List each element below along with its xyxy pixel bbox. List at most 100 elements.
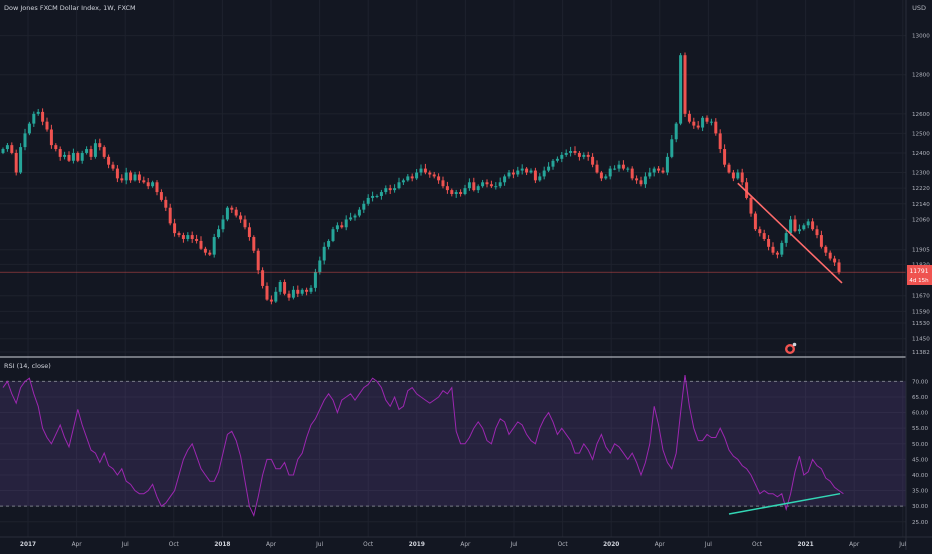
candle[interactable] bbox=[115, 165, 119, 183]
candle[interactable] bbox=[388, 184, 392, 195]
candle[interactable] bbox=[437, 173, 441, 184]
candle[interactable] bbox=[692, 117, 696, 129]
candle[interactable] bbox=[709, 118, 713, 126]
candle[interactable] bbox=[498, 177, 502, 189]
candle[interactable] bbox=[679, 53, 683, 126]
candle[interactable] bbox=[428, 170, 432, 178]
candle[interactable] bbox=[217, 225, 221, 239]
candle[interactable] bbox=[485, 179, 489, 188]
candle[interactable] bbox=[525, 167, 529, 176]
candle[interactable] bbox=[10, 142, 14, 155]
candle[interactable] bbox=[58, 146, 62, 161]
candle[interactable] bbox=[274, 287, 278, 303]
candle[interactable] bbox=[265, 282, 269, 301]
candle[interactable] bbox=[582, 152, 586, 160]
candle[interactable] bbox=[696, 121, 700, 130]
candle[interactable] bbox=[569, 146, 573, 157]
candle[interactable] bbox=[357, 207, 361, 218]
candle[interactable] bbox=[89, 145, 93, 160]
candle[interactable] bbox=[762, 229, 766, 241]
candle[interactable] bbox=[291, 286, 295, 300]
candle[interactable] bbox=[837, 259, 841, 275]
candle[interactable] bbox=[1, 147, 5, 155]
candle[interactable] bbox=[511, 169, 515, 179]
candle[interactable] bbox=[415, 168, 419, 180]
candle[interactable] bbox=[775, 250, 779, 259]
candle[interactable] bbox=[397, 177, 401, 190]
candle[interactable] bbox=[278, 280, 282, 295]
candle[interactable] bbox=[423, 163, 427, 175]
candle[interactable] bbox=[533, 167, 537, 184]
candle[interactable] bbox=[547, 162, 551, 173]
candle[interactable] bbox=[718, 129, 722, 153]
candle[interactable] bbox=[401, 178, 405, 186]
candle[interactable] bbox=[85, 146, 89, 155]
candle[interactable] bbox=[767, 235, 771, 251]
candle[interactable] bbox=[296, 285, 300, 298]
candle[interactable] bbox=[23, 128, 27, 151]
candle[interactable] bbox=[256, 248, 260, 275]
candle[interactable] bbox=[225, 206, 229, 222]
candle[interactable] bbox=[599, 170, 603, 182]
candle[interactable] bbox=[608, 165, 612, 180]
alert-clock-icon[interactable] bbox=[785, 342, 797, 354]
candle[interactable] bbox=[560, 151, 564, 163]
candle[interactable] bbox=[635, 175, 639, 184]
candle[interactable] bbox=[538, 173, 542, 182]
candle[interactable] bbox=[49, 124, 53, 149]
candle[interactable] bbox=[476, 184, 480, 194]
candle[interactable] bbox=[551, 159, 555, 170]
candle[interactable] bbox=[309, 285, 313, 294]
symbol-title[interactable]: Dow Jones FXCM Dollar Index, 1W, FXCM bbox=[4, 4, 136, 12]
candle[interactable] bbox=[802, 223, 806, 231]
candle[interactable] bbox=[467, 178, 471, 191]
candle[interactable] bbox=[687, 110, 691, 124]
candle[interactable] bbox=[331, 226, 335, 243]
candle[interactable] bbox=[63, 151, 67, 160]
candle[interactable] bbox=[181, 232, 185, 243]
candle[interactable] bbox=[155, 180, 159, 196]
candle[interactable] bbox=[520, 164, 524, 175]
candle[interactable] bbox=[481, 179, 485, 188]
candle[interactable] bbox=[621, 160, 625, 171]
candle[interactable] bbox=[221, 215, 225, 233]
candle[interactable] bbox=[54, 143, 58, 152]
candle[interactable] bbox=[199, 236, 203, 250]
candle[interactable] bbox=[261, 267, 265, 289]
candlestick-series[interactable] bbox=[1, 52, 841, 305]
candle[interactable] bbox=[124, 167, 128, 185]
candle[interactable] bbox=[811, 218, 815, 231]
candle[interactable] bbox=[639, 176, 643, 187]
candle[interactable] bbox=[758, 226, 762, 237]
candle[interactable] bbox=[753, 211, 757, 231]
candle[interactable] bbox=[344, 215, 348, 231]
candle[interactable] bbox=[177, 231, 181, 238]
candle[interactable] bbox=[27, 121, 31, 136]
rsi-axis-labels[interactable]: 70.00 65.00 60.00 55.00 50.00 45.00 40.00 35.00… bbox=[912, 379, 928, 525]
candle[interactable] bbox=[463, 184, 467, 196]
candle[interactable] bbox=[674, 122, 678, 143]
candle[interactable] bbox=[670, 134, 674, 159]
candle[interactable] bbox=[819, 230, 823, 249]
candle[interactable] bbox=[349, 212, 353, 221]
candle[interactable] bbox=[146, 177, 150, 190]
candle[interactable] bbox=[489, 180, 493, 188]
candle[interactable] bbox=[410, 173, 414, 182]
candle[interactable] bbox=[784, 230, 788, 247]
candle[interactable] bbox=[133, 171, 137, 182]
candle[interactable] bbox=[283, 279, 287, 296]
candle[interactable] bbox=[252, 235, 256, 254]
candle[interactable] bbox=[815, 225, 819, 239]
candle[interactable] bbox=[626, 166, 630, 172]
candle[interactable] bbox=[71, 148, 75, 164]
candle[interactable] bbox=[195, 234, 199, 244]
candle[interactable] bbox=[41, 108, 45, 126]
candle[interactable] bbox=[230, 205, 234, 213]
candle[interactable] bbox=[828, 250, 832, 261]
candle[interactable] bbox=[129, 170, 133, 183]
rsi-title[interactable]: RSI (14, close) bbox=[4, 362, 51, 370]
candle[interactable] bbox=[305, 287, 309, 296]
candle[interactable] bbox=[371, 191, 375, 202]
candle[interactable] bbox=[701, 116, 705, 132]
candle[interactable] bbox=[573, 146, 577, 156]
